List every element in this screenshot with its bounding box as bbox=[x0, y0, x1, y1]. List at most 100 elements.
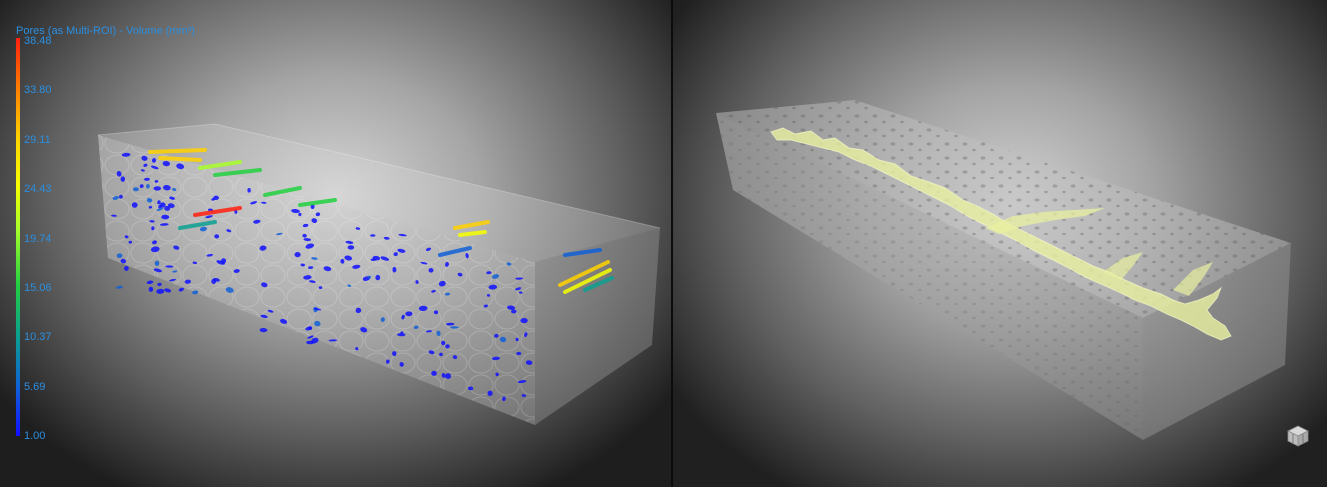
pore bbox=[160, 202, 166, 208]
pore bbox=[132, 187, 139, 192]
left-3d-viewport[interactable]: Pores (as Multi-ROI) - Volume (mm³) 38.4… bbox=[0, 0, 671, 487]
pore bbox=[352, 264, 361, 269]
pore bbox=[276, 232, 283, 236]
pore bbox=[467, 386, 474, 391]
pore bbox=[153, 186, 162, 191]
pore bbox=[413, 325, 419, 329]
pore bbox=[153, 268, 163, 273]
pore bbox=[178, 287, 184, 292]
pore bbox=[261, 201, 267, 204]
crack-surface bbox=[770, 127, 1232, 341]
pore bbox=[398, 233, 407, 237]
pore bbox=[164, 288, 172, 293]
pore bbox=[397, 333, 406, 337]
pore bbox=[164, 205, 171, 211]
legend-tick: 24.43 bbox=[24, 183, 52, 195]
pore bbox=[431, 370, 437, 376]
pore bbox=[520, 317, 528, 324]
pore bbox=[120, 258, 127, 264]
elongated-pore bbox=[558, 260, 610, 287]
pore bbox=[216, 260, 226, 265]
pore bbox=[311, 257, 318, 260]
pore bbox=[486, 271, 492, 275]
pore bbox=[516, 351, 522, 356]
pore bbox=[525, 360, 533, 365]
pore bbox=[154, 180, 159, 183]
pore bbox=[465, 253, 469, 259]
elongated-pore bbox=[563, 248, 602, 257]
pore bbox=[112, 196, 120, 200]
viewport-divider[interactable] bbox=[671, 0, 673, 487]
pore bbox=[173, 245, 180, 250]
pore bbox=[205, 215, 213, 219]
elongated-pore bbox=[563, 268, 612, 294]
pore bbox=[294, 251, 301, 258]
legend-tick: 19.74 bbox=[24, 233, 52, 245]
pore bbox=[128, 240, 133, 244]
pore bbox=[123, 265, 129, 271]
pore bbox=[300, 263, 306, 267]
pore bbox=[165, 265, 174, 268]
pore bbox=[392, 351, 397, 357]
specimen-box-top bbox=[98, 124, 660, 262]
pore bbox=[159, 223, 169, 226]
specimen-box-side bbox=[1143, 243, 1291, 440]
pore bbox=[375, 274, 381, 281]
pore bbox=[144, 177, 150, 181]
right-3d-viewport[interactable] bbox=[673, 0, 1327, 487]
pore bbox=[383, 236, 390, 240]
pore bbox=[517, 380, 527, 384]
pore bbox=[450, 326, 459, 329]
pore bbox=[318, 286, 323, 290]
pore bbox=[420, 261, 428, 265]
pore bbox=[172, 187, 177, 192]
pore bbox=[492, 274, 499, 279]
pore bbox=[380, 256, 390, 261]
pore bbox=[385, 359, 390, 364]
pore bbox=[303, 275, 312, 280]
pore bbox=[225, 287, 234, 293]
legend-colorbar bbox=[16, 38, 20, 436]
right-volume-render bbox=[716, 100, 1291, 440]
pore bbox=[438, 280, 446, 287]
elongated-pore bbox=[178, 220, 217, 230]
pore bbox=[302, 233, 307, 238]
pore bbox=[176, 163, 185, 170]
pore bbox=[367, 275, 372, 279]
pore bbox=[499, 336, 507, 343]
pore bbox=[511, 309, 517, 314]
pore bbox=[380, 317, 385, 322]
pore bbox=[116, 171, 122, 177]
legend-tick: 15.06 bbox=[24, 282, 52, 294]
pore bbox=[192, 261, 198, 265]
pore bbox=[314, 320, 321, 327]
pore bbox=[169, 196, 176, 200]
elongated-pore bbox=[213, 168, 262, 177]
pore bbox=[308, 326, 313, 330]
pore bbox=[253, 219, 261, 224]
pore bbox=[145, 184, 150, 189]
pore bbox=[259, 245, 267, 251]
pore bbox=[118, 194, 123, 199]
pore bbox=[345, 240, 354, 244]
pore bbox=[162, 160, 170, 167]
pore bbox=[495, 372, 499, 377]
pore bbox=[315, 212, 321, 217]
pore bbox=[441, 373, 446, 378]
pore bbox=[250, 201, 258, 205]
pore bbox=[169, 278, 177, 282]
pore bbox=[311, 218, 318, 224]
pore bbox=[418, 305, 428, 312]
pore bbox=[303, 238, 312, 242]
pore bbox=[441, 340, 446, 346]
elongated-pore bbox=[453, 220, 490, 230]
pore bbox=[518, 291, 523, 294]
legend-tick: 33.80 bbox=[24, 84, 52, 96]
view-cube-icon[interactable] bbox=[1287, 425, 1309, 447]
pore bbox=[433, 310, 439, 315]
pore bbox=[226, 229, 232, 233]
pore bbox=[370, 234, 376, 237]
pore bbox=[184, 279, 191, 284]
pore bbox=[156, 207, 164, 211]
